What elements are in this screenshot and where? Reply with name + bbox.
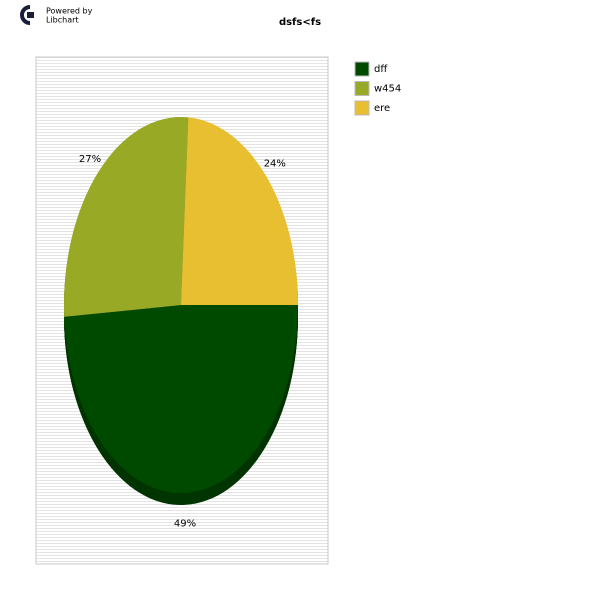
logo-text: Powered by xyxy=(46,7,93,16)
legend: dff w454 ere xyxy=(354,61,401,116)
data-label: 27% xyxy=(79,154,101,165)
logo: Powered by Libchart xyxy=(14,4,93,26)
legend-swatch xyxy=(354,81,370,96)
data-label: 24% xyxy=(264,158,286,169)
logo-icon xyxy=(27,12,34,18)
slice xyxy=(64,305,299,494)
logo-bg xyxy=(14,4,38,26)
logo-text: Libchart xyxy=(46,16,79,25)
legend-label: ere xyxy=(374,103,390,114)
legend-swatch xyxy=(354,100,370,116)
slice xyxy=(181,117,298,305)
logo-icon xyxy=(20,5,31,25)
data-label: 49% xyxy=(174,519,196,530)
legend-label: w454 xyxy=(374,84,401,95)
chart-title: dsfs<fs xyxy=(279,17,321,28)
slice xyxy=(64,116,189,317)
pie: 49% 27% 24% xyxy=(64,116,299,530)
legend-label: dff xyxy=(374,64,388,75)
legend-swatch xyxy=(354,61,370,77)
